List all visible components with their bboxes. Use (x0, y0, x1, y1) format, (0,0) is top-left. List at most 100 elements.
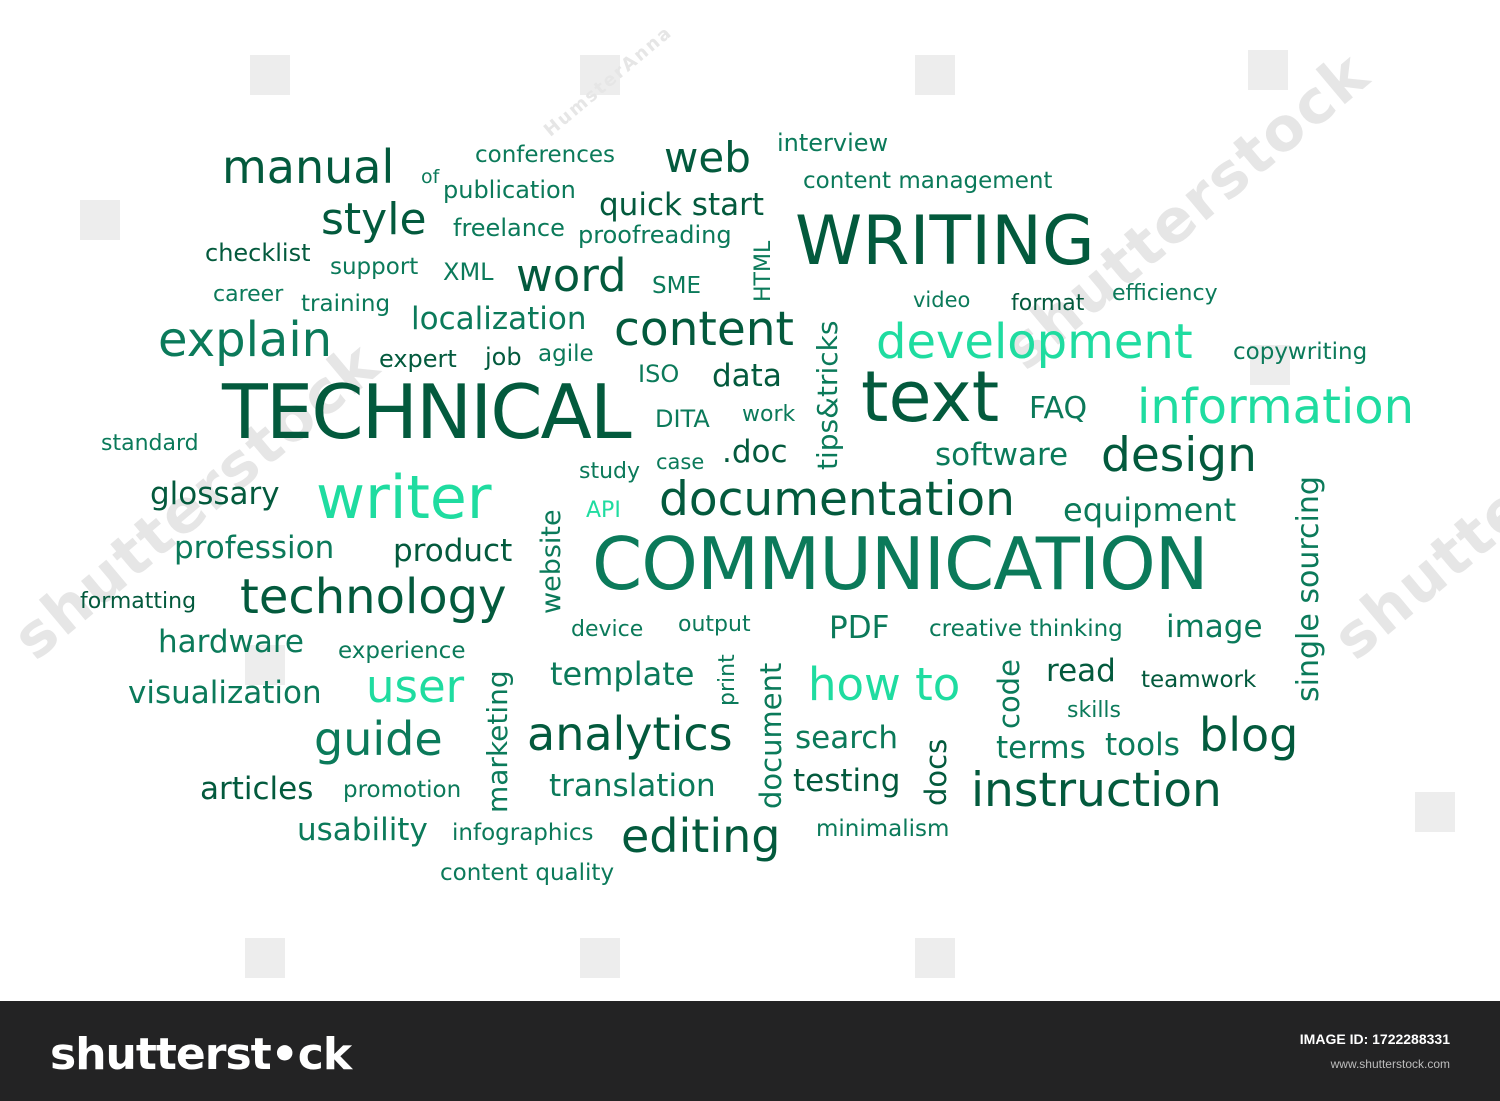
watermark-tile (245, 645, 285, 685)
cloud-word: expert (379, 345, 457, 373)
cloud-word: code (992, 659, 1026, 729)
watermark-layer: shutterstock shutterstock shutterstock H… (0, 22, 1500, 978)
cloud-word: translation (549, 768, 716, 804)
cloud-word: SME (652, 273, 701, 299)
cloud-word: experience (338, 638, 466, 664)
cloud-word: tools (1105, 727, 1180, 763)
cloud-word: career (213, 282, 284, 307)
cloud-word: user (366, 660, 465, 713)
cloud-word: style (321, 194, 427, 245)
cloud-word: COMMUNICATION (592, 522, 1209, 606)
cloud-word: WRITING (795, 202, 1095, 281)
cloud-word: publication (443, 176, 576, 204)
cloud-word: interview (777, 129, 889, 157)
cloud-word: template (550, 655, 695, 693)
watermark-tile (915, 938, 955, 978)
cloud-word: content quality (440, 860, 615, 886)
cloud-word: how to (808, 658, 961, 711)
brand-logo[interactable]: shutterst•ck (50, 1029, 352, 1080)
cloud-word: single sourcing (1291, 476, 1326, 702)
cloud-word: conferences (475, 142, 615, 168)
watermark-tile (1415, 792, 1455, 832)
cloud-word: HTML (751, 240, 776, 302)
cloud-word: localization (411, 301, 587, 337)
cloud-word: job (485, 343, 522, 371)
cloud-word: .doc (722, 434, 788, 470)
cloud-word: marketing (481, 670, 514, 813)
cloud-word: technology (240, 569, 507, 625)
watermark-tile (250, 55, 290, 95)
cloud-word: work (742, 402, 796, 427)
cloud-word: document (754, 662, 788, 809)
cloud-word: agile (538, 341, 594, 367)
cloud-word: word (516, 249, 627, 302)
cloud-word: infographics (452, 820, 594, 846)
cloud-word: product (393, 533, 513, 569)
cloud-word: data (712, 358, 782, 394)
image-meta: IMAGE ID: 1722288331 www.shutterstock.co… (1300, 1031, 1450, 1071)
cloud-word: checklist (205, 239, 311, 267)
cloud-word: content (614, 302, 794, 357)
cloud-word: image (1166, 609, 1263, 645)
cloud-word: video (913, 288, 971, 312)
cloud-word: TECHNICAL (222, 368, 632, 456)
watermark-tile (915, 55, 955, 95)
cloud-word: XML (443, 258, 494, 286)
cloud-word: writer (316, 463, 492, 533)
watermark-tile (580, 55, 620, 95)
cloud-word: of (421, 166, 440, 188)
cloud-word: minimalism (816, 816, 950, 842)
cloud-word: ISO (638, 360, 680, 388)
cloud-word: training (301, 291, 391, 317)
cloud-word: blog (1199, 708, 1299, 762)
site-url[interactable]: www.shutterstock.com (1330, 1057, 1450, 1071)
cloud-word: visualization (128, 675, 322, 711)
cloud-word: PDF (829, 610, 890, 646)
cloud-word: search (795, 720, 898, 756)
cloud-word: articles (200, 771, 314, 807)
cloud-word: tips&tricks (811, 320, 844, 470)
cloud-word: software (935, 437, 1069, 473)
cloud-word: content management (803, 168, 1053, 194)
cloud-word: case (656, 450, 705, 474)
cloud-word: copywriting (1233, 339, 1368, 365)
cloud-word: usability (297, 812, 428, 848)
cloud-word: FAQ (1029, 391, 1088, 426)
cloud-word: format (1011, 291, 1085, 316)
cloud-word: freelance (453, 214, 565, 242)
watermark-tile (245, 938, 285, 978)
cloud-word: analytics (527, 707, 733, 761)
cloud-word: manual (222, 140, 395, 194)
cloud-word: profession (174, 530, 335, 566)
cloud-word: DITA (655, 405, 710, 433)
cloud-word: editing (621, 809, 781, 863)
watermark-tile (1250, 345, 1290, 385)
cloud-word: guide (314, 712, 443, 766)
cloud-word: terms (996, 730, 1086, 766)
cloud-word: equipment (1063, 491, 1237, 529)
cloud-word: design (1101, 428, 1257, 483)
image-id: IMAGE ID: 1722288331 (1299, 1031, 1450, 1047)
cloud-word: print (715, 654, 740, 706)
cloud-word: proofreading (578, 221, 732, 249)
cloud-word: hardware (158, 624, 305, 660)
cloud-word: API (586, 498, 621, 523)
cloud-word: device (571, 617, 644, 642)
cloud-word: standard (101, 431, 199, 456)
footer-bar: shutterst•ck IMAGE ID: 1722288331 www.sh… (0, 1001, 1500, 1101)
watermark-tile (80, 200, 120, 240)
cloud-word: glossary (150, 476, 280, 512)
cloud-word: website (536, 509, 567, 614)
cloud-word: efficiency (1112, 281, 1218, 306)
cloud-word: explain (158, 312, 333, 368)
cloud-word: skills (1067, 698, 1122, 723)
cloud-word: docs (919, 738, 953, 806)
cloud-word: documentation (659, 472, 1015, 527)
cloud-word: output (678, 612, 751, 637)
cloud-word: development (876, 314, 1193, 370)
cloud-word: teamwork (1141, 667, 1257, 693)
cloud-word: read (1046, 653, 1116, 689)
cloud-word: creative thinking (929, 616, 1123, 642)
cloud-word: web (664, 133, 751, 182)
cloud-word: text (861, 356, 1000, 438)
